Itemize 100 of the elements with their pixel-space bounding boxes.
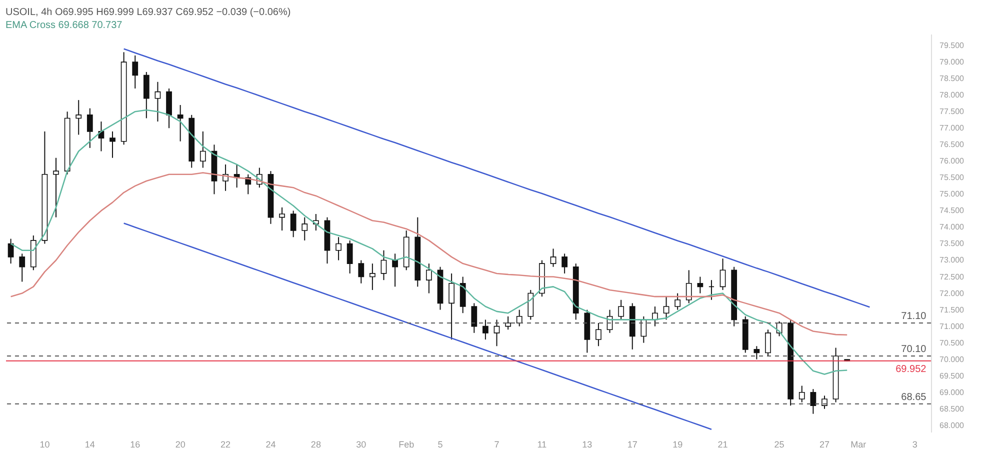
x-tick-label: Mar [850,440,866,450]
y-tick-label: 72.000 [940,288,965,298]
ref-line-label: 70.10 [901,344,927,356]
x-tick-label: 14 [84,440,95,450]
x-tick-label: 5 [438,440,443,450]
candlestick [516,309,522,327]
candlestick [110,130,116,158]
y-tick-label: 77.000 [940,124,965,133]
y-tick-label: 70.500 [940,338,965,348]
candlestick [53,157,59,218]
x-tick-label: 27 [819,440,830,450]
candlestick [550,248,556,268]
y-tick-label: 78.000 [940,90,965,100]
candlestick [392,253,398,288]
line-series [123,48,870,308]
x-tick-label: 21 [718,440,728,450]
y-tick-label: 68.000 [940,420,965,430]
candlestick [562,253,568,274]
x-tick-label: 30 [356,440,366,450]
y-tick-label: 76.500 [940,140,965,150]
candlestick [596,322,602,347]
candlestick [505,316,511,330]
candlestick [143,71,150,119]
candlestick [810,388,816,414]
candlestick [686,270,692,304]
x-tick-label: 10 [40,440,50,450]
line-series [10,172,848,336]
candlestick [369,263,376,290]
y-tick-label: 76.000 [940,156,965,166]
chart-title: USOIL, 4h O69.995 H69.999 L69.937 C69.952 −0.039 (−0.06%) [6,7,291,18]
y-tick-label: 69.500 [940,371,965,380]
chart-subtitle: EMA Cross 69.668 70.737 [6,20,123,31]
candlestick [674,292,681,310]
candlestick [346,240,353,274]
x-tick-label: 3 [912,440,918,450]
x-tick-label: 22 [220,440,231,450]
x-tick-label: 19 [672,440,683,450]
candlestick [528,289,534,320]
candlestick [448,272,454,340]
y-tick-label: 72.500 [940,272,965,282]
y-tick-label: 74.500 [940,206,965,216]
x-tick-label: 24 [266,440,276,450]
y-tick-label: 68.500 [940,404,965,414]
y-tick-label: 69.000 [940,388,965,397]
candlestick [336,236,342,261]
y-tick-label: 70.000 [940,354,965,364]
x-tick-label: 28 [310,440,321,450]
candlestick [460,276,466,314]
candlestick [8,238,14,264]
x-tick-label: 17 [627,440,638,450]
candlestick [618,299,624,320]
y-tick-label: 71.500 [940,305,965,314]
candlestick [177,104,184,142]
candlestick [798,385,805,403]
candlestick [482,319,488,340]
y-tick-label: 75.000 [940,190,965,199]
candlestick [720,258,726,290]
y-tick-label: 73.000 [940,256,965,265]
x-tick-label: 25 [774,440,784,450]
candlestick [697,276,704,294]
x-tick-label: 16 [130,440,140,450]
y-tick-label: 77.500 [940,107,965,116]
candlestick [166,88,172,129]
candlestick [640,316,647,344]
y-tick-label: 78.500 [940,74,965,84]
candlestick [154,81,161,122]
candlestick [494,319,500,347]
candlestick [279,206,285,232]
y-tick-label: 71.000 [940,322,965,331]
candlestick [358,260,364,284]
y-tick-label: 75.500 [940,173,965,182]
y-tick-label: 73.500 [940,239,965,248]
candlestick [708,280,714,300]
x-tick-label: 7 [494,440,500,450]
candlestick [200,130,206,168]
candlestick [663,296,670,320]
candlestick [132,54,138,89]
candlestick [19,253,26,282]
candlestick [86,108,93,148]
candlestick [302,216,308,241]
ref-line-label: 71.10 [901,311,927,322]
candlestick [765,329,771,357]
ref-line-label: 69.952 [896,364,927,375]
y-tick-label: 79.000 [940,58,965,67]
candlestick [754,346,760,360]
y-tick-label: 79.500 [940,41,965,50]
candlestick [652,306,658,327]
x-tick-label: 13 [582,440,592,450]
candlestick [426,263,432,294]
candlestick [471,302,478,334]
y-tick-label: 74.000 [940,222,965,232]
candlestick [290,210,296,238]
ref-line-label: 68.65 [901,392,927,403]
x-tick-label: 20 [175,440,186,450]
candlestick [76,100,82,136]
candlestick [822,395,828,410]
line-series [123,222,712,430]
x-tick-label: Feb [398,440,414,450]
x-tick-label: 11 [537,440,547,450]
candlestick [380,250,387,281]
